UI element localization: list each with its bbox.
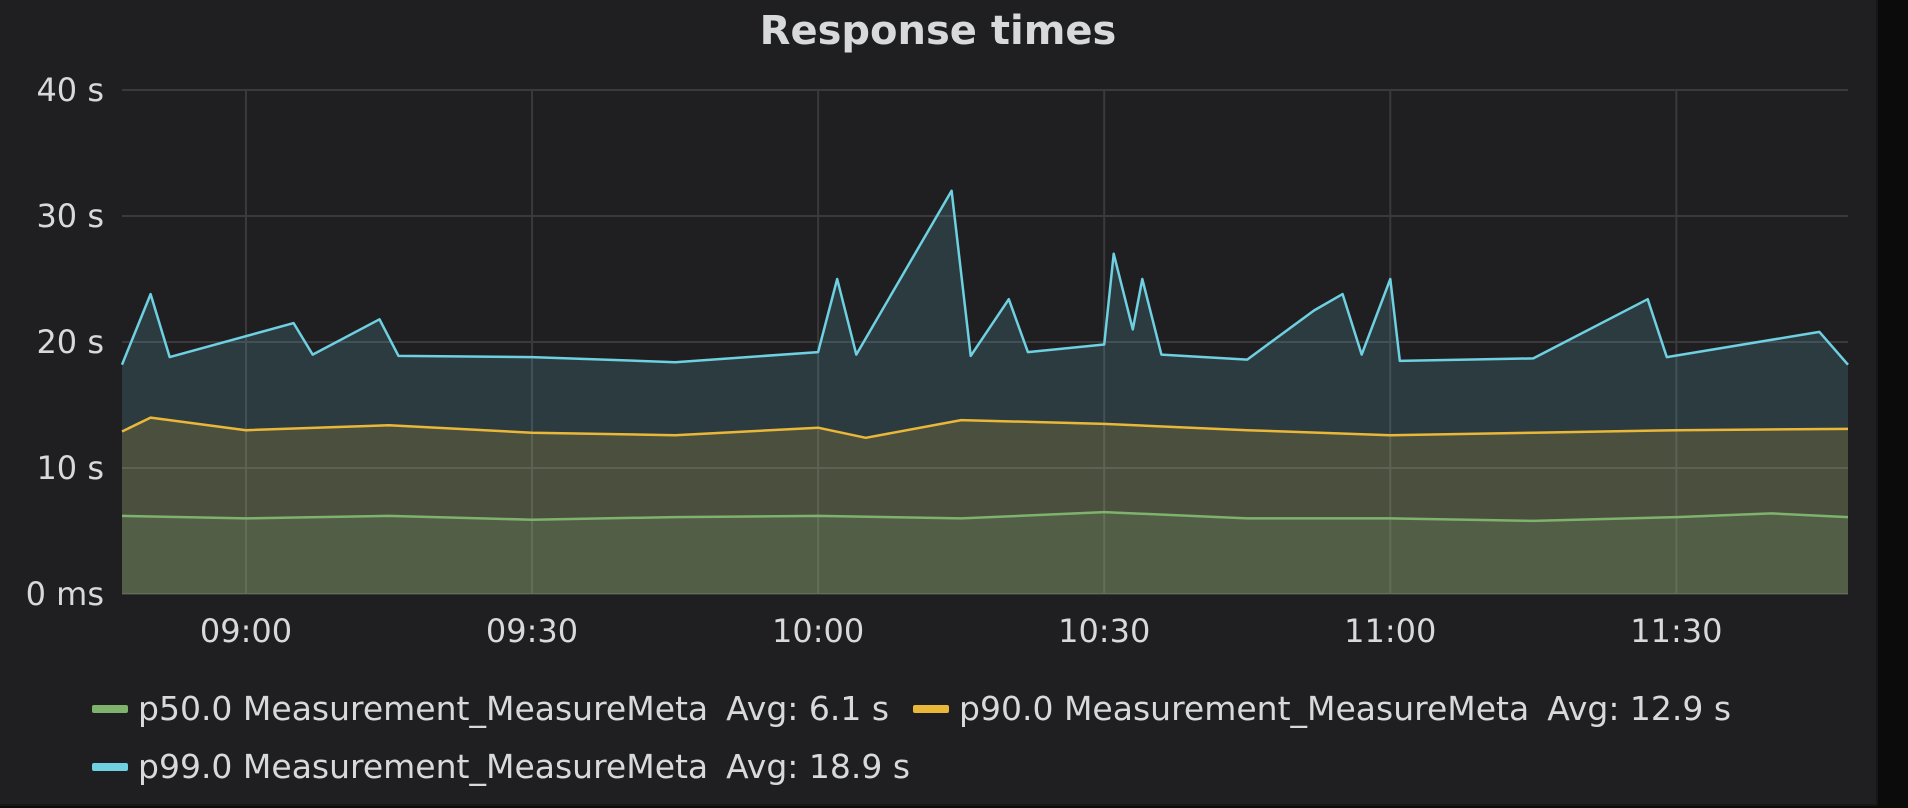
series-area-2: [122, 190, 1848, 595]
y-tick-label: 30 s: [36, 197, 104, 235]
y-tick-label: 0 ms: [26, 575, 104, 613]
series-line-0: [121, 510, 1849, 523]
x-tick-label: 11:00: [1344, 612, 1436, 650]
series-line-1: [121, 416, 1849, 440]
x-tick-label: 10:00: [772, 612, 864, 650]
y-tick-label: 40 s: [36, 71, 104, 109]
legend-row-1: p50.0 Measurement_MeasureMeta Avg: 6.1 s…: [92, 680, 1872, 738]
legend-item-p99[interactable]: p99.0 Measurement_MeasureMeta Avg: 18.9 …: [92, 738, 910, 796]
y-tick-label: 20 s: [36, 323, 104, 361]
legend-avg-p50: Avg: 6.1 s: [726, 689, 890, 728]
legend-label-p90: p90.0 Measurement_MeasureMeta: [959, 689, 1530, 728]
x-tick-label: 11:30: [1630, 612, 1722, 650]
legend-avg-p90: Avg: 12.9 s: [1547, 689, 1732, 728]
panel-title: Response times: [759, 8, 1117, 54]
legend-item-p50[interactable]: p50.0 Measurement_MeasureMeta Avg: 6.1 s: [92, 680, 889, 738]
x-tick-label: 10:30: [1058, 612, 1150, 650]
legend: p50.0 Measurement_MeasureMeta Avg: 6.1 s…: [92, 680, 1872, 796]
y-tick-label: 10 s: [36, 449, 104, 487]
series-line-2: [120, 189, 1849, 366]
legend-label-p99: p99.0 Measurement_MeasureMeta: [138, 747, 709, 786]
legend-avg-p99: Avg: 18.9 s: [726, 747, 911, 786]
series-area-0: [122, 512, 1848, 594]
response-times-chart: 0 ms 10 s 20 s 30 s 40 s 09:00 09:30 10:00 10:3…: [26, 71, 1849, 650]
legend-label-p50: p50.0 Measurement_MeasureMeta: [138, 689, 709, 728]
legend-swatch-p90: [913, 705, 950, 713]
legend-swatch-p99: [92, 763, 128, 771]
series-area-1: [122, 417, 1848, 594]
x-tick-label: 09:30: [486, 612, 578, 650]
legend-item-p90[interactable]: p90.0 Measurement_MeasureMeta Avg: 12.9 …: [913, 680, 1731, 738]
legend-swatch-p50: [92, 705, 128, 713]
legend-row-2: p99.0 Measurement_MeasureMeta Avg: 18.9 …: [92, 738, 1872, 796]
x-tick-label: 09:00: [200, 612, 292, 650]
